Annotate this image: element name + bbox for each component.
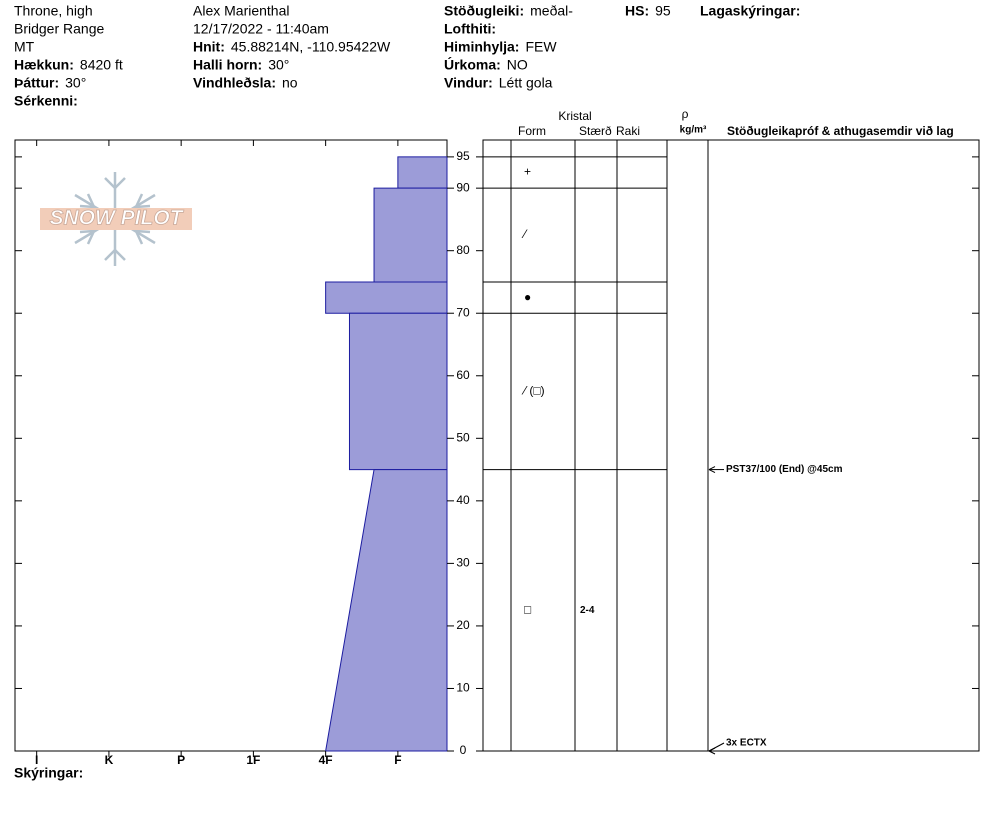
depth-tick-label: 10 xyxy=(456,681,470,695)
field-label: HS: xyxy=(625,3,649,19)
field-value: Létt gola xyxy=(499,75,553,91)
layer-table-frame xyxy=(482,139,980,752)
depth-tick-label: 90 xyxy=(456,180,470,194)
logo xyxy=(40,172,192,266)
logo-text: SNOW PILOT xyxy=(50,207,185,230)
test-result: 3x ECTX xyxy=(726,738,767,749)
depth-tick-label: 50 xyxy=(456,430,470,444)
field-label: Þáttur: xyxy=(14,75,59,91)
field-label: Vindur: xyxy=(444,75,493,91)
column-header: Stærð xyxy=(579,124,612,138)
field-value: 30° xyxy=(65,75,86,91)
field-label: Úrkoma: xyxy=(444,56,501,73)
location: Bridger Range xyxy=(14,21,104,37)
field-label: Stöðugleiki: xyxy=(444,3,524,19)
hardness-tick-label: 4F xyxy=(319,753,333,767)
column-header: Kristal xyxy=(558,109,591,123)
hardness-layer xyxy=(397,156,448,189)
test-arrowhead xyxy=(708,466,716,474)
field-value: 95 xyxy=(655,3,671,19)
grain-form: ⁄ (□) xyxy=(521,384,545,398)
column-lines xyxy=(510,140,709,751)
grain-form: □ xyxy=(524,602,531,616)
field-label: Himinhylja: xyxy=(444,39,519,55)
hardness-tick-label: P xyxy=(177,753,185,767)
hardness-tick-label: I xyxy=(35,753,38,767)
hardness-layer xyxy=(373,187,448,283)
field-label: Sérkenni: xyxy=(14,93,78,109)
column-header: Stöðugleikapróf & athugasemdir við lag xyxy=(727,124,954,138)
field-value: FEW xyxy=(525,39,557,55)
hardness-layer xyxy=(348,312,448,471)
depth-tick-label: 60 xyxy=(456,368,470,382)
column-header: ρ xyxy=(682,107,689,121)
hardness-tick-label: F xyxy=(394,753,401,767)
location: MT xyxy=(14,39,35,55)
layer-notes-label: Lagaskýringar: xyxy=(700,3,800,19)
hardness-tick-label: 1F xyxy=(246,753,260,767)
field-label: Hnit: xyxy=(193,39,225,55)
grain-size: 2-4 xyxy=(580,605,595,616)
datetime: 12/17/2022 - 11:40am xyxy=(193,21,329,37)
column-header: Form xyxy=(518,124,546,138)
field-value: meðal- xyxy=(530,3,573,19)
grain-form: + xyxy=(524,165,531,179)
field-value: no xyxy=(282,75,298,91)
field-value: 30° xyxy=(268,57,289,73)
hardness-tick-label: K xyxy=(105,753,114,767)
field-value: 8420 ft xyxy=(80,57,123,73)
depth-tick-label: 0 xyxy=(460,743,467,757)
depth-tick-label: 40 xyxy=(456,493,470,507)
depth-tick-label: 20 xyxy=(456,618,470,632)
field-label: Hækkun: xyxy=(14,57,74,73)
field-label: Vindhleðsla: xyxy=(193,75,276,91)
grain-form: ● xyxy=(524,290,531,304)
hardness-layer xyxy=(325,281,448,314)
test-result: PST37/100 (End) @45cm xyxy=(726,464,843,475)
field-label: Halli horn: xyxy=(193,57,262,73)
field-value: NO xyxy=(507,57,528,73)
depth-tick-label: 95 xyxy=(456,149,470,163)
location: Throne, high xyxy=(14,3,93,19)
depth-tick-label: 80 xyxy=(456,243,470,257)
hardness-layer xyxy=(325,469,448,752)
grain-form: ⁄ xyxy=(521,227,528,241)
field-value: 45.88214N, -110.95422W xyxy=(231,39,391,55)
legend-label: Skýringar: xyxy=(14,765,83,781)
depth-tick-label: 30 xyxy=(456,556,470,570)
depth-tick-label: 70 xyxy=(456,305,470,319)
column-header: kg/m³ xyxy=(680,125,707,136)
observer: Alex Marienthal xyxy=(193,3,290,19)
test-arrowhead xyxy=(708,747,716,755)
column-header: Raki xyxy=(616,124,640,138)
field-label: Lofthiti: xyxy=(444,21,496,37)
